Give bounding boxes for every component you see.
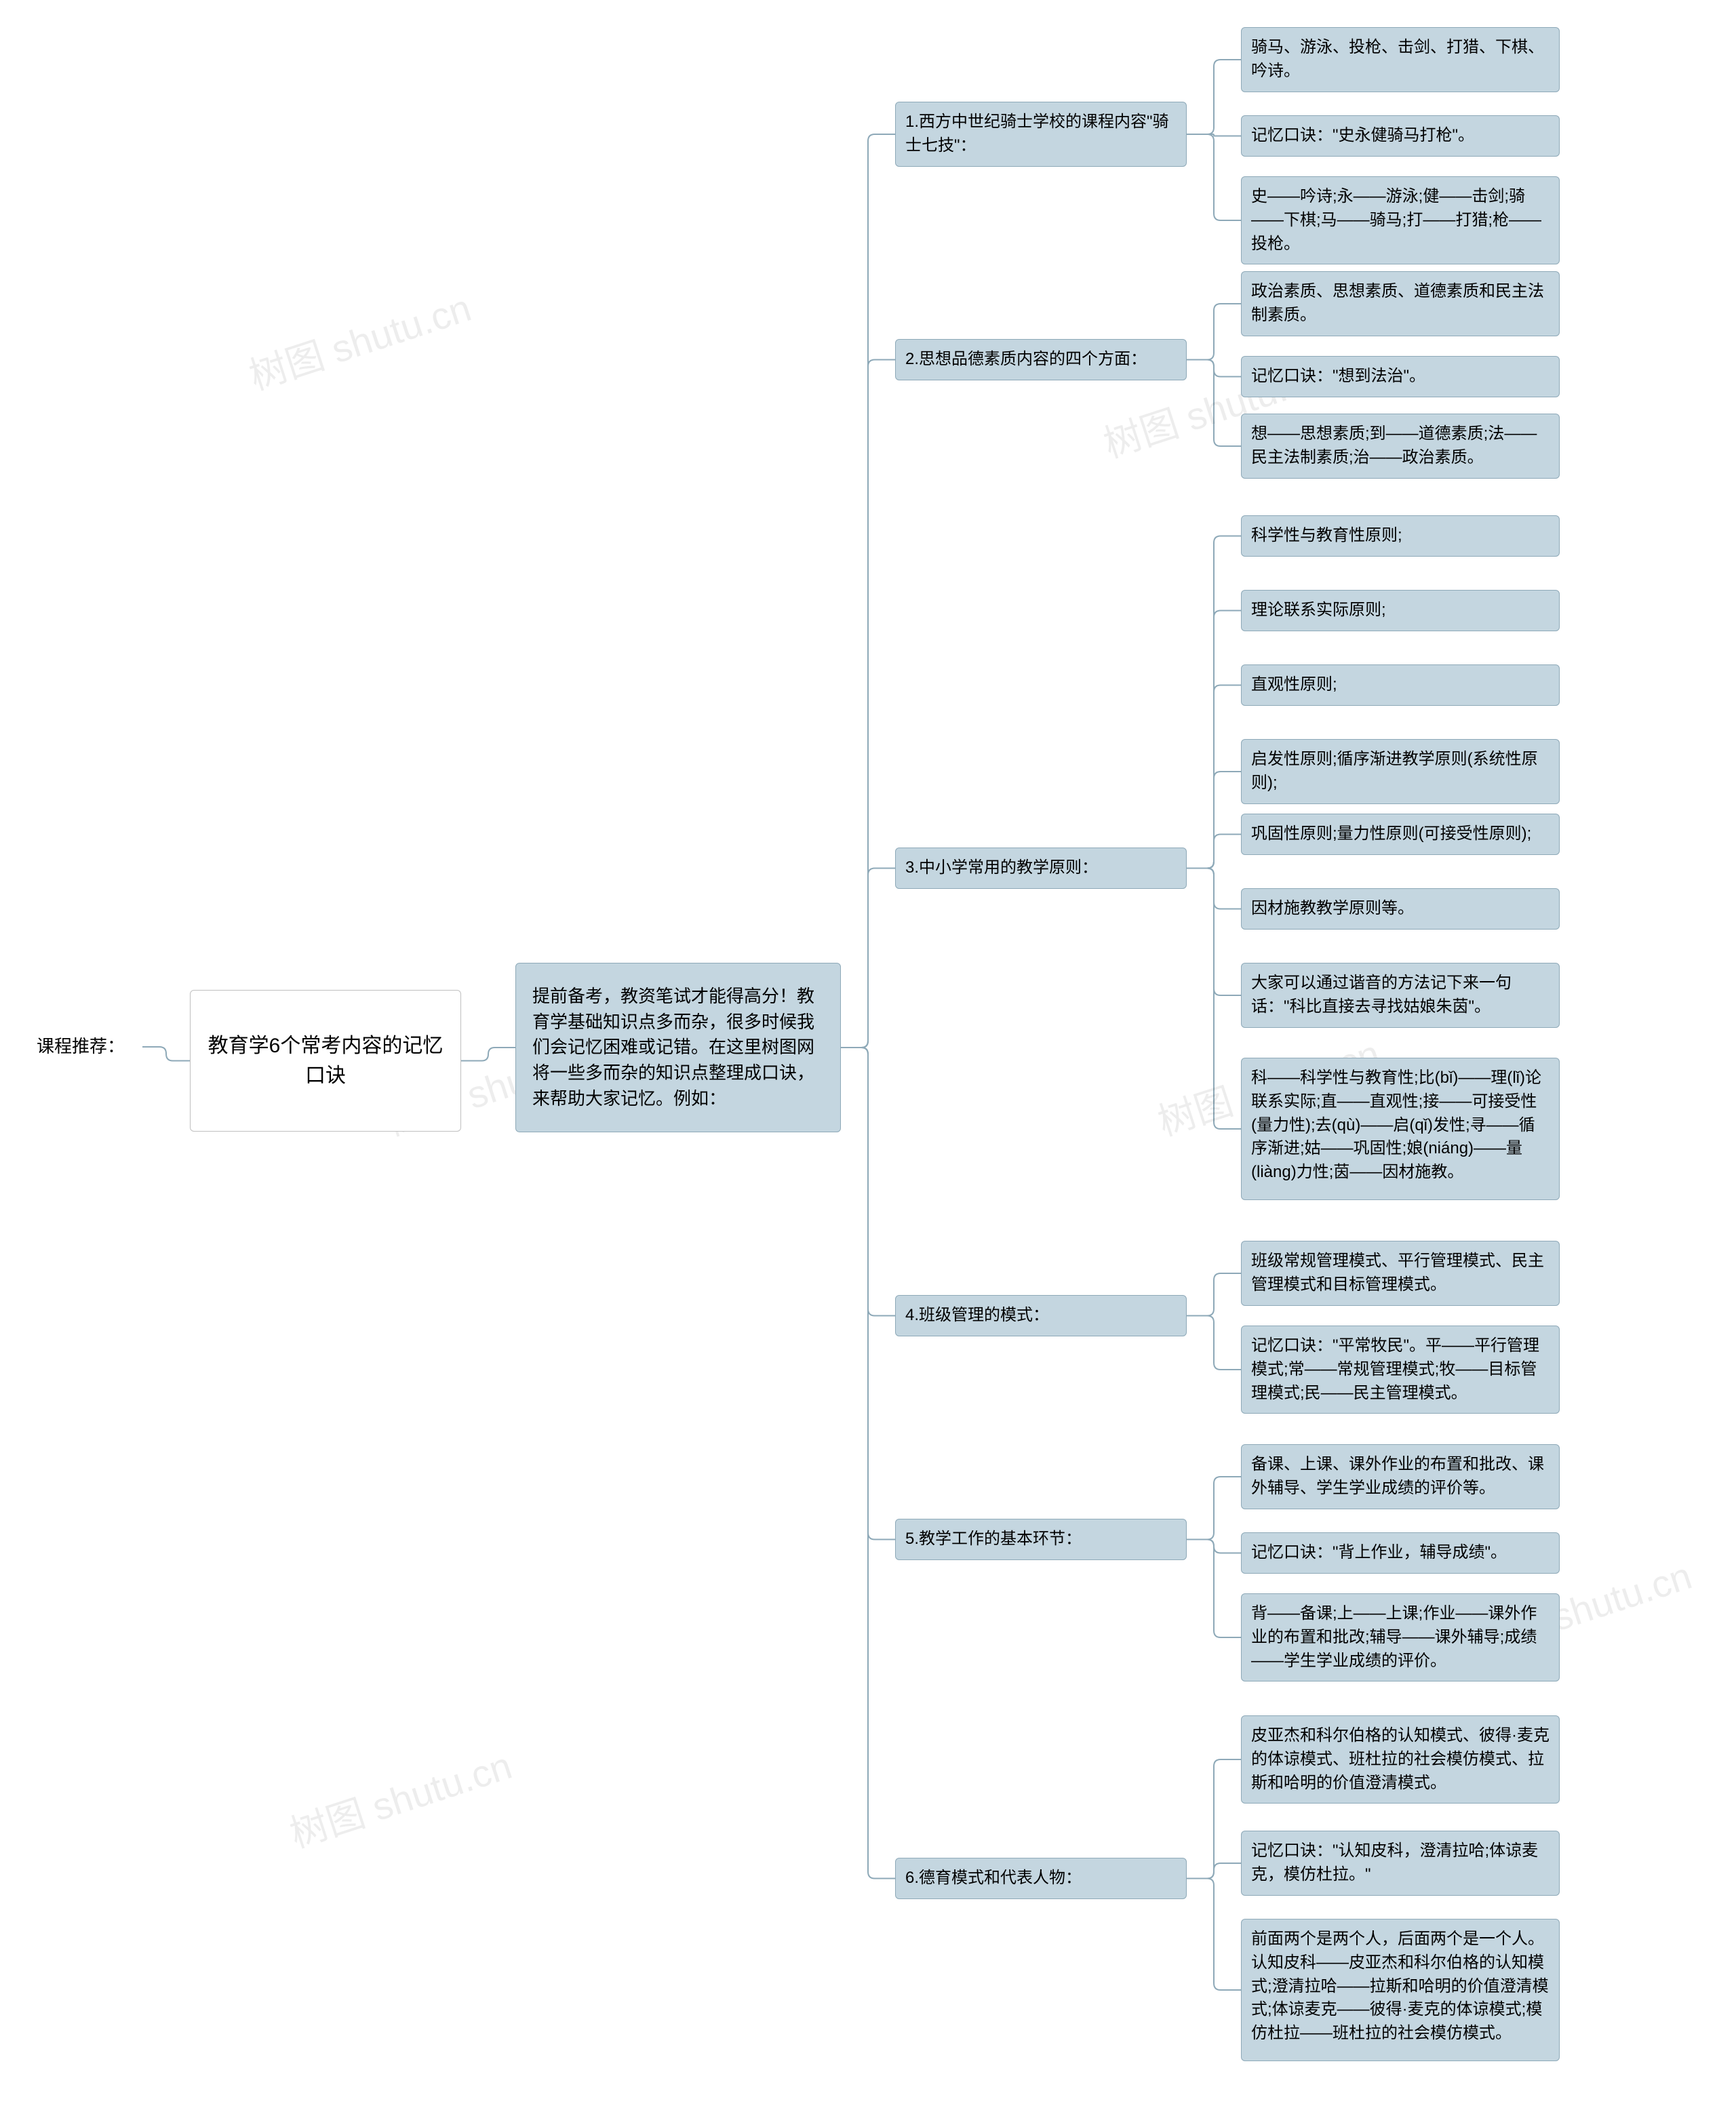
node-s3c: 直观性原则; [1241, 664, 1560, 706]
node-s3: 3.中小学常用的教学原则： [895, 848, 1187, 889]
node-s1c: 史——吟诗;永——游泳;健——击剑;骑——下棋;马——骑马;打——打猎;枪——投… [1241, 176, 1560, 264]
connector [1187, 772, 1241, 869]
node-s3g: 大家可以通过谐音的方法记下来一句话："科比直接去寻找姑娘朱茵"。 [1241, 963, 1560, 1028]
node-s3b: 理论联系实际原则; [1241, 590, 1560, 631]
node-s4: 4.班级管理的模式： [895, 1295, 1187, 1336]
connector [1187, 869, 1241, 909]
node-s3a: 科学性与教育性原则; [1241, 515, 1560, 557]
connector [1187, 360, 1241, 377]
node-title: 教育学6个常考内容的记忆口诀 [190, 990, 461, 1132]
connector [1187, 1540, 1241, 1638]
connector [1187, 869, 1241, 1130]
connector [1187, 60, 1241, 134]
mindmap-canvas: 树图 shutu.cn树图 shutu.cn树图 shutu.cn树图 shut… [0, 0, 1736, 2110]
connector [1187, 1863, 1241, 1879]
node-s5a: 备课、上课、课外作业的布置和批改、课外辅导、学生学业成绩的评价等。 [1241, 1444, 1560, 1509]
connector [841, 1048, 895, 1540]
connector [1187, 869, 1241, 996]
connector [841, 1048, 895, 1879]
connector [1187, 835, 1241, 869]
connector [841, 869, 895, 1048]
connector [841, 1048, 895, 1316]
connector [1187, 304, 1241, 360]
node-intro: 提前备考，教资笔试才能得高分！教育学基础知识点多而杂，很多时候我们会记忆困难或记… [515, 963, 841, 1132]
node-s5: 5.教学工作的基本环节： [895, 1519, 1187, 1560]
connector [142, 1047, 190, 1061]
watermark: 树图 shutu.cn [282, 1736, 518, 1859]
node-s3d: 启发性原则;循序渐进教学原则(系统性原则); [1241, 739, 1560, 804]
connector [1187, 360, 1241, 447]
node-s2b: 记忆口诀："想到法治"。 [1241, 356, 1560, 397]
node-s6a: 皮亚杰和科尔伯格的认知模式、彼得·麦克的体谅模式、班杜拉的社会模仿模式、拉斯和哈… [1241, 1715, 1560, 1804]
connector [1187, 1316, 1241, 1370]
connector [1187, 134, 1241, 136]
connector [841, 360, 895, 1048]
node-s1b: 记忆口诀："史永健骑马打枪"。 [1241, 115, 1560, 157]
node-s6c: 前面两个是两个人，后面两个是一个人。认知皮科——皮亚杰和科尔伯格的认知模式;澄清… [1241, 1919, 1560, 2061]
node-s5b: 记忆口诀："背上作业，辅导成绩"。 [1241, 1532, 1560, 1574]
node-s6: 6.德育模式和代表人物： [895, 1858, 1187, 1899]
connector [1187, 1759, 1241, 1879]
connector [1187, 685, 1241, 869]
connector [461, 1048, 515, 1061]
connector [1187, 536, 1241, 869]
connector [1187, 611, 1241, 869]
node-s1a: 骑马、游泳、投枪、击剑、打猎、下棋、吟诗。 [1241, 27, 1560, 92]
node-s3h: 科——科学性与教育性;比(bǐ)——理(lǐ)论联系实际;直——直观性;接——可… [1241, 1058, 1560, 1200]
connector [1187, 1879, 1241, 1991]
watermark: 树图 shutu.cn [241, 278, 477, 401]
node-root: 课程推荐： [27, 1026, 142, 1068]
node-s3f: 因材施教教学原则等。 [1241, 888, 1560, 930]
node-s5c: 背——备课;上——上课;作业——课外作业的布置和批改;辅导——课外辅导;成绩——… [1241, 1593, 1560, 1681]
node-s1: 1.西方中世纪骑士学校的课程内容"骑士七技"： [895, 102, 1187, 167]
node-s3e: 巩固性原则;量力性原则(可接受性原则); [1241, 814, 1560, 855]
connector [1187, 1540, 1241, 1553]
node-s4a: 班级常规管理模式、平行管理模式、民主管理模式和目标管理模式。 [1241, 1241, 1560, 1306]
node-s6b: 记忆口诀："认知皮科，澄清拉哈;体谅麦克，模仿杜拉。" [1241, 1831, 1560, 1896]
connector [1187, 1273, 1241, 1316]
connector [1187, 134, 1241, 220]
node-s4b: 记忆口诀："平常牧民"。平——平行管理模式;常——常规管理模式;牧——目标管理模… [1241, 1326, 1560, 1414]
node-s2a: 政治素质、思想素质、道德素质和民主法制素质。 [1241, 271, 1560, 336]
connector [841, 134, 895, 1048]
node-s2c: 想——思想素质;到——道德素质;法——民主法制素质;治——政治素质。 [1241, 414, 1560, 479]
connector [1187, 1477, 1241, 1540]
node-s2: 2.思想品德素质内容的四个方面： [895, 339, 1187, 380]
